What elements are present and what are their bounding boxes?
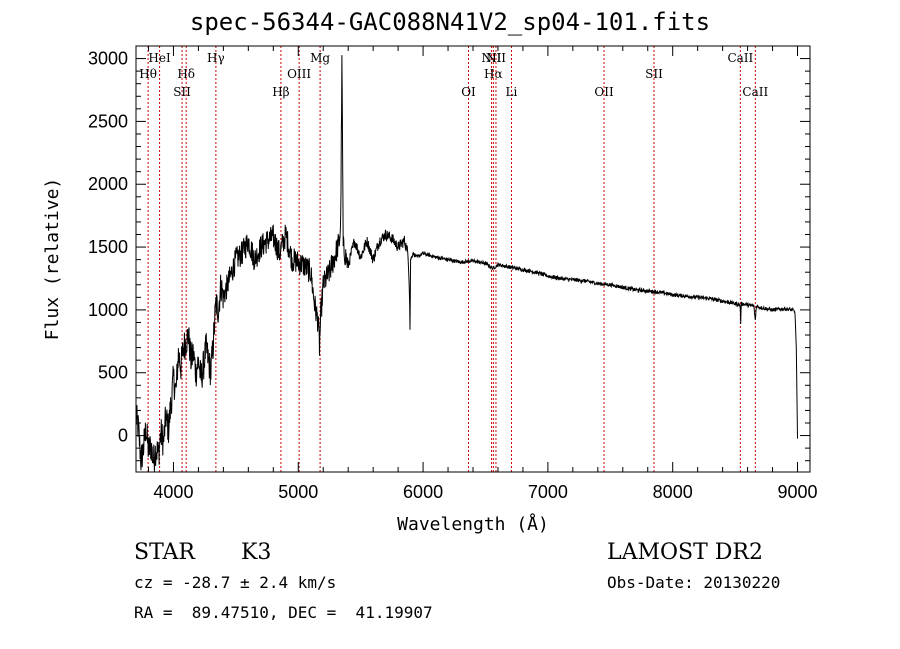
line-marker-label: Hγ [207,51,225,65]
redshift-cz: cz = -28.7 ± 2.4 km/s [134,573,337,592]
line-markers: HeI Hθ SII Hδ Hγ Hβ OIII Mg OI NII Hα NII Li OII SII Ca… [139,46,768,472]
line-marker-label: Hδ [177,67,195,81]
x-tick-label: 9000 [777,482,817,502]
object-class: STAR [134,540,195,565]
x-tick-label: 7000 [528,482,568,502]
y-tick-label: 1500 [88,237,128,257]
line-marker-label: SII [173,85,191,99]
spectral-subclass: K3 [241,540,272,565]
y-tick-label: 0 [118,426,128,446]
y-tick-label: 3000 [88,49,128,69]
spectrum-line [135,55,798,472]
x-tick-label: 8000 [653,482,693,502]
line-marker-label: HeI [148,51,171,65]
y-axis: 0 500 1000 1500 2000 2500 3000 [88,49,810,462]
line-marker-label: CaII [727,51,753,65]
y-tick-label: 2000 [88,174,128,194]
x-axis-label: Wavelength (Å) [397,513,549,535]
observation-date: Obs-Date: 20130220 [607,573,781,592]
y-tick-label: 1000 [88,300,128,320]
x-tick-label: 6000 [403,482,443,502]
line-marker-label: Hα [484,67,503,81]
x-tick-label: 5000 [278,482,318,502]
line-marker-label: Li [506,85,518,99]
plot-frame [135,45,811,473]
y-tick-label: 2500 [88,111,128,131]
x-axis: 4000 5000 6000 7000 8000 9000 [147,46,818,502]
line-marker-label: SII [645,67,663,81]
line-marker-label: NII [486,51,506,65]
x-tick-label: 4000 [153,482,193,502]
line-marker-label: OI [461,85,476,99]
line-marker-label: Mg [310,51,330,65]
line-marker-label: OII [594,85,614,99]
line-marker-label: CaII [742,85,768,99]
chart-title: spec-56344-GAC088N41V2_sp04-101.fits [189,8,711,36]
line-marker-label: Hθ [139,67,157,81]
survey-name: LAMOST DR2 [607,540,763,565]
line-marker-label: OIII [287,67,311,81]
y-tick-label: 500 [98,363,128,383]
line-marker-label: NII [481,51,501,65]
y-axis-label: Flux (relative) [42,178,63,341]
line-marker-label: Hβ [272,85,289,99]
coordinates: RA = 89.47510, DEC = 41.19907 [134,603,433,622]
